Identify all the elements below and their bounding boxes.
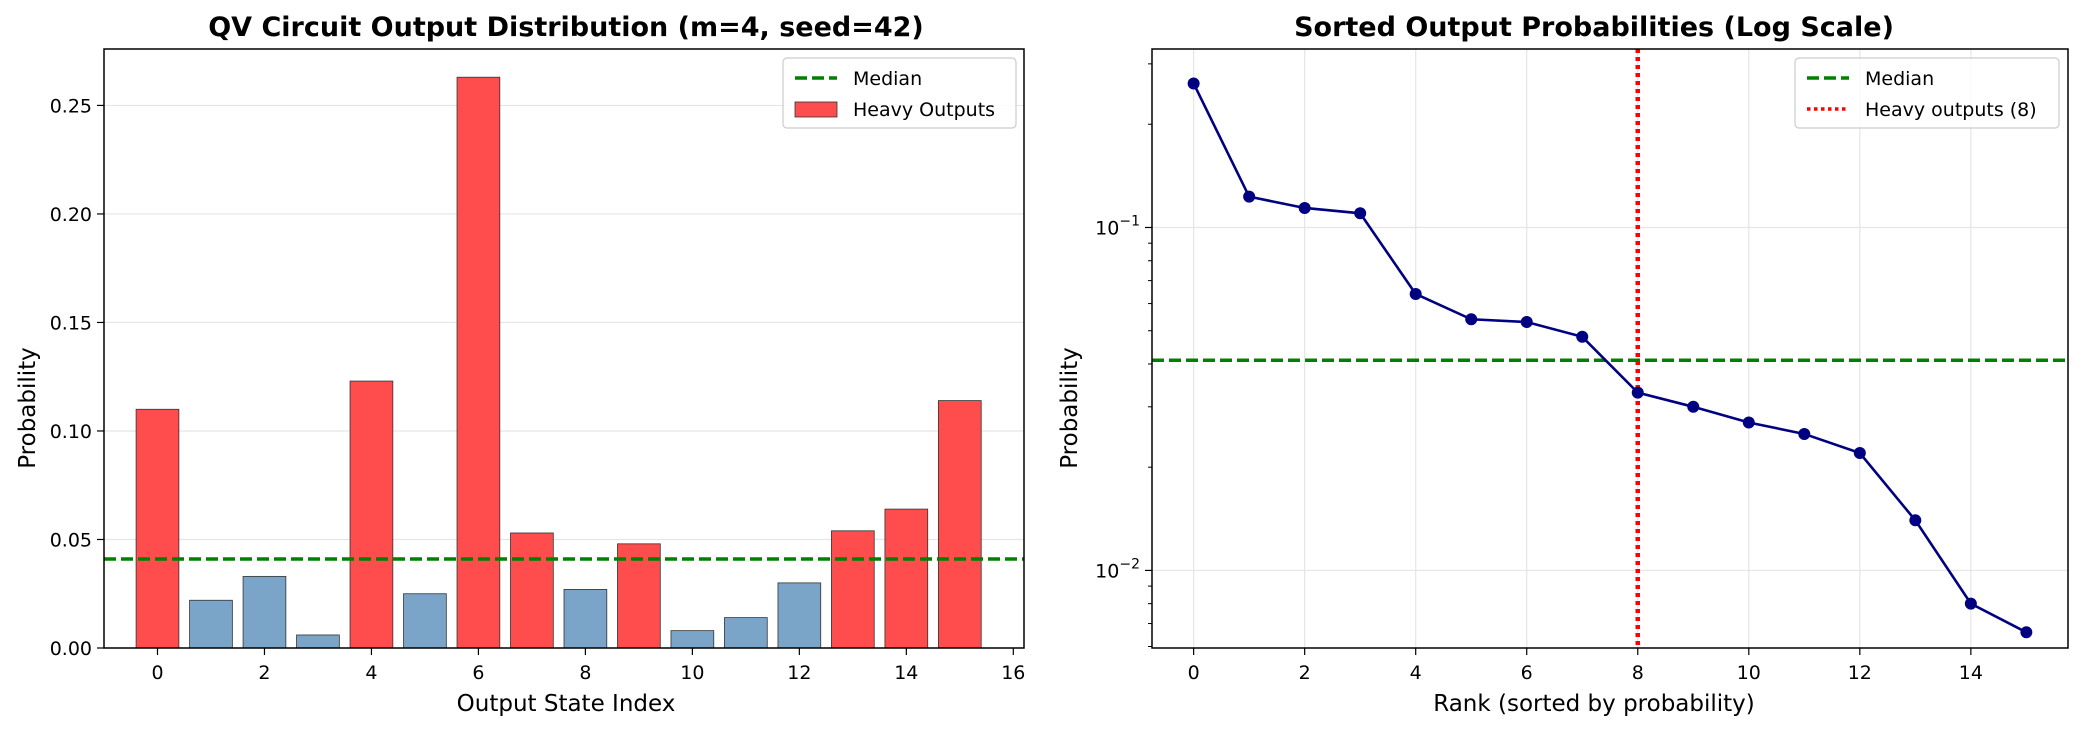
legend-box — [782, 57, 1017, 129]
y-tick-label: 10−2 — [1095, 556, 1140, 582]
y-tick-label: 0.10 — [50, 421, 92, 443]
y-axis-label: Probability — [15, 347, 41, 469]
y-tick-label: 0.25 — [50, 95, 92, 117]
y-tick-label: 0.15 — [50, 312, 92, 334]
data-point — [1520, 316, 1533, 329]
chart-title: QV Circuit Output Distribution (m=4, see… — [208, 12, 924, 43]
legend-label: Heavy outputs (8) — [1865, 99, 2037, 121]
tick-exponent: −1 — [1119, 213, 1140, 229]
heavy-output-bar — [884, 508, 929, 649]
x-tick-label: 14 — [1959, 662, 1983, 684]
data-point — [1576, 330, 1589, 343]
light-output-bar — [670, 630, 715, 649]
sorted-probabilities-chart: Sorted Output Probabilities (Log Scale) … — [1057, 12, 2069, 717]
data-point — [1187, 77, 1200, 90]
y-tick-label: 0.05 — [50, 529, 92, 551]
heavy-output-bar — [938, 400, 982, 649]
heavy-output-bar — [135, 408, 180, 649]
data-point — [1631, 386, 1644, 399]
output-distribution-chart: QV Circuit Output Distribution (m=4, see… — [15, 12, 1025, 717]
x-tick-label: 4 — [1410, 662, 1422, 684]
x-tick-label: 16 — [1001, 662, 1025, 684]
legend-label: Median — [1865, 68, 1934, 90]
x-tick-label: 6 — [1521, 662, 1533, 684]
x-tick-label: 12 — [1848, 662, 1872, 684]
data-point — [1798, 427, 1811, 440]
x-tick-label: 8 — [1632, 662, 1644, 684]
light-output-bar — [563, 589, 608, 649]
x-tick-label: 10 — [1737, 662, 1761, 684]
legend-label: Median — [853, 68, 922, 90]
tick-exponent: −2 — [1119, 556, 1140, 572]
heavy-output-bar — [510, 532, 554, 649]
data-point — [1909, 514, 1922, 527]
probability-series-line — [1192, 82, 2027, 634]
data-point — [1465, 313, 1478, 326]
data-point — [1853, 446, 1866, 459]
heavy-output-bar — [349, 380, 394, 649]
legend-box — [1794, 57, 2060, 129]
x-tick-label: 2 — [258, 662, 270, 684]
y-tick-label: 0.20 — [50, 204, 92, 226]
x-tick-label: 10 — [680, 662, 704, 684]
light-output-bar — [242, 575, 287, 649]
x-tick-label: 0 — [1188, 662, 1200, 684]
tick-base: 10 — [1095, 217, 1119, 239]
chart-title: Sorted Output Probabilities (Log Scale) — [1294, 12, 1894, 43]
light-output-bar — [777, 582, 822, 649]
heavy-output-bar — [617, 543, 661, 649]
x-tick-label: 0 — [151, 662, 163, 684]
data-point — [1742, 416, 1755, 429]
light-output-bar — [189, 599, 233, 649]
legend-label: Heavy Outputs — [853, 99, 995, 121]
x-axis-label: Rank (sorted by probability) — [1433, 691, 1755, 717]
y-tick-label: 10−1 — [1095, 213, 1140, 239]
heavy-output-bar — [831, 530, 875, 649]
x-tick-label: 14 — [894, 662, 918, 684]
heavy-output-bar — [456, 76, 501, 649]
plot-frame — [1151, 48, 2069, 649]
data-point — [1964, 597, 1977, 610]
tick-base: 10 — [1095, 560, 1119, 582]
data-point — [1409, 287, 1422, 300]
x-tick-label: 2 — [1299, 662, 1311, 684]
data-point — [2020, 626, 2033, 639]
x-tick-label: 4 — [365, 662, 377, 684]
x-axis-label: Output State Index — [457, 691, 676, 717]
data-point — [1354, 207, 1367, 220]
light-output-bar — [724, 617, 768, 649]
x-tick-label: 6 — [472, 662, 484, 684]
light-output-bar — [403, 593, 447, 649]
y-axis-label: Probability — [1057, 347, 1083, 469]
x-tick-label: 12 — [787, 662, 811, 684]
data-point — [1687, 400, 1700, 413]
y-tick-label: 0.00 — [50, 638, 92, 660]
light-output-bar — [296, 634, 340, 649]
data-point — [1243, 190, 1256, 203]
data-point — [1298, 201, 1311, 214]
legend-swatch — [794, 101, 838, 118]
x-tick-label: 8 — [579, 662, 591, 684]
plot-frame — [103, 48, 1025, 649]
